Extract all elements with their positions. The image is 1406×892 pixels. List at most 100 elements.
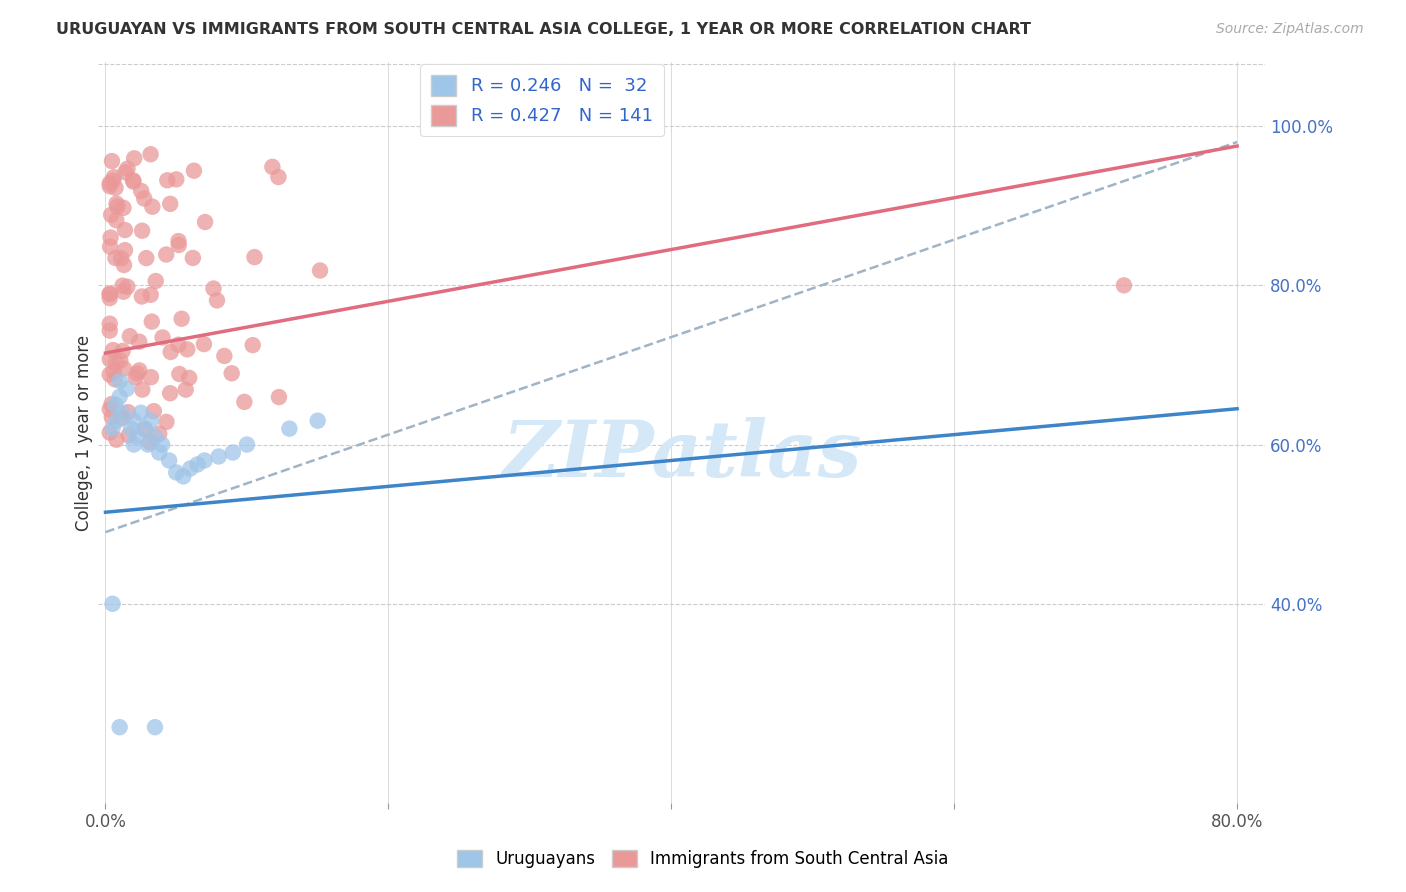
Point bbox=[131, 224, 153, 238]
Point bbox=[267, 390, 290, 404]
Point bbox=[114, 223, 136, 237]
Point bbox=[157, 453, 180, 467]
Point bbox=[127, 367, 149, 381]
Point bbox=[114, 243, 136, 257]
Point bbox=[104, 372, 127, 386]
Point bbox=[101, 410, 124, 425]
Point bbox=[98, 239, 121, 253]
Point bbox=[243, 250, 266, 264]
Point bbox=[100, 230, 122, 244]
Point bbox=[98, 286, 121, 301]
Point bbox=[98, 324, 121, 338]
Point bbox=[155, 415, 177, 429]
Point bbox=[101, 422, 124, 436]
Point bbox=[112, 361, 135, 376]
Point bbox=[104, 398, 127, 412]
Point bbox=[307, 414, 329, 428]
Point bbox=[125, 429, 148, 443]
Point bbox=[159, 345, 181, 359]
Point bbox=[134, 422, 156, 436]
Point bbox=[143, 720, 166, 734]
Point bbox=[165, 466, 187, 480]
Point bbox=[165, 172, 187, 186]
Point bbox=[98, 291, 121, 305]
Point bbox=[159, 197, 181, 211]
Point bbox=[139, 370, 162, 384]
Point bbox=[101, 173, 124, 187]
Point bbox=[122, 175, 145, 189]
Point bbox=[148, 445, 170, 459]
Y-axis label: College, 1 year or more: College, 1 year or more bbox=[75, 334, 93, 531]
Point bbox=[122, 151, 145, 165]
Point bbox=[156, 173, 179, 187]
Point bbox=[174, 383, 197, 397]
Point bbox=[172, 469, 194, 483]
Point bbox=[108, 374, 131, 388]
Point bbox=[115, 382, 138, 396]
Point bbox=[101, 343, 124, 357]
Point bbox=[141, 315, 163, 329]
Point bbox=[139, 435, 162, 450]
Point bbox=[242, 338, 264, 352]
Point bbox=[262, 160, 284, 174]
Point bbox=[112, 285, 135, 299]
Point bbox=[214, 349, 236, 363]
Point bbox=[128, 363, 150, 377]
Point bbox=[105, 433, 128, 447]
Point bbox=[124, 370, 146, 384]
Point bbox=[111, 278, 134, 293]
Point bbox=[181, 251, 204, 265]
Point bbox=[169, 367, 191, 381]
Point bbox=[278, 422, 301, 436]
Point bbox=[170, 311, 193, 326]
Point bbox=[179, 371, 201, 385]
Point bbox=[134, 422, 156, 436]
Point bbox=[118, 428, 141, 442]
Point bbox=[105, 213, 128, 227]
Point bbox=[167, 234, 190, 248]
Point bbox=[110, 353, 132, 368]
Point bbox=[167, 238, 190, 252]
Point bbox=[112, 258, 135, 272]
Point bbox=[183, 163, 205, 178]
Point bbox=[122, 414, 145, 428]
Point bbox=[179, 461, 201, 475]
Point bbox=[205, 293, 228, 308]
Point bbox=[194, 215, 217, 229]
Point bbox=[141, 200, 163, 214]
Point bbox=[236, 437, 259, 451]
Point bbox=[98, 402, 121, 417]
Point bbox=[148, 426, 170, 441]
Point bbox=[142, 404, 165, 418]
Point bbox=[208, 450, 231, 464]
Point bbox=[105, 414, 128, 428]
Point bbox=[159, 386, 181, 401]
Point bbox=[98, 425, 121, 440]
Point bbox=[131, 383, 153, 397]
Point bbox=[111, 406, 134, 420]
Point bbox=[120, 422, 142, 436]
Point bbox=[150, 437, 173, 451]
Point bbox=[100, 397, 122, 411]
Point bbox=[193, 453, 215, 467]
Text: Source: ZipAtlas.com: Source: ZipAtlas.com bbox=[1216, 22, 1364, 37]
Point bbox=[105, 200, 128, 214]
Point bbox=[202, 281, 225, 295]
Point bbox=[110, 252, 132, 266]
Point bbox=[118, 329, 141, 343]
Point bbox=[143, 429, 166, 443]
Point bbox=[103, 170, 125, 185]
Point bbox=[134, 192, 156, 206]
Point bbox=[105, 196, 128, 211]
Point bbox=[139, 147, 162, 161]
Point bbox=[145, 274, 167, 288]
Point bbox=[167, 337, 190, 351]
Point bbox=[104, 355, 127, 369]
Point bbox=[135, 251, 157, 265]
Point bbox=[98, 179, 121, 194]
Point bbox=[122, 173, 145, 187]
Point bbox=[129, 184, 152, 198]
Point bbox=[108, 390, 131, 404]
Point bbox=[117, 279, 139, 293]
Point bbox=[108, 720, 131, 734]
